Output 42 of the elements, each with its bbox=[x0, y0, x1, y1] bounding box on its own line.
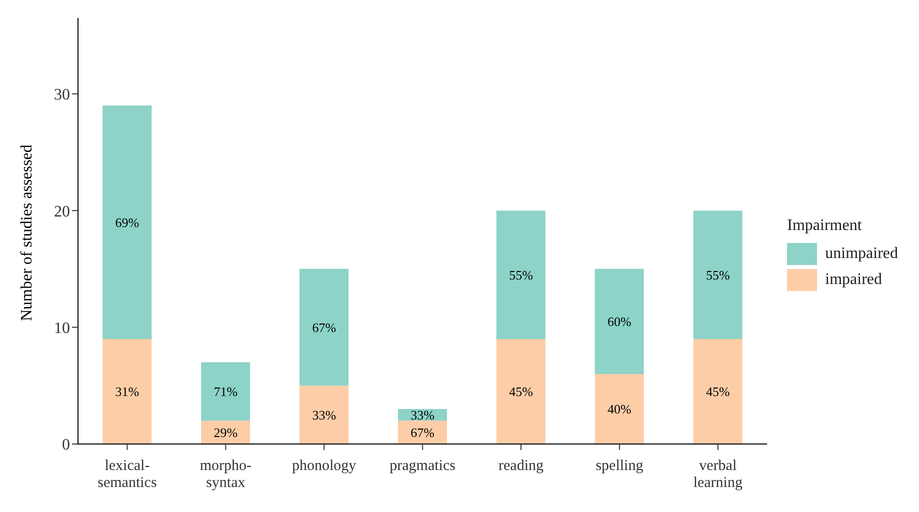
annotation: 67% bbox=[410, 424, 435, 440]
annotation: 40% bbox=[608, 402, 632, 417]
y-tick-label: 20 bbox=[54, 203, 70, 220]
legend-label: impaired bbox=[825, 271, 882, 289]
annotation: 67% bbox=[312, 320, 336, 335]
y-tick-label: 0 bbox=[62, 436, 70, 454]
x-tick-label: verbal learning bbox=[693, 458, 743, 491]
annotation: 60% bbox=[608, 314, 632, 330]
bar bbox=[693, 210, 742, 339]
x-tick-label: pragmatics bbox=[390, 458, 456, 474]
bar bbox=[102, 338, 152, 444]
annotation: 33% bbox=[312, 407, 336, 422]
bar bbox=[201, 420, 250, 444]
bar bbox=[693, 338, 742, 444]
annotation: 29% bbox=[214, 424, 238, 440]
annotation: 33% bbox=[410, 407, 435, 422]
x-tick-label: morpho-syntax bbox=[200, 458, 252, 491]
bar bbox=[300, 268, 349, 386]
legend-label: unimpaired bbox=[825, 245, 898, 263]
bar bbox=[496, 210, 546, 339]
annotation: 55% bbox=[509, 267, 534, 282]
bar bbox=[102, 106, 152, 339]
annotation: 45% bbox=[706, 384, 730, 400]
bar bbox=[496, 338, 546, 444]
x-tick-label: phonology bbox=[292, 458, 357, 474]
annotation: 71% bbox=[214, 384, 238, 400]
annotation: 31% bbox=[115, 384, 140, 400]
y-tick-label: 10 bbox=[54, 320, 70, 337]
legend-title: Impairment bbox=[787, 217, 863, 235]
x-tick-label: lexical-semantics bbox=[98, 458, 157, 491]
annotation: 69% bbox=[115, 214, 140, 230]
bar bbox=[594, 268, 644, 374]
bar bbox=[398, 420, 447, 444]
y-tick-label: 30 bbox=[54, 86, 70, 104]
bar bbox=[201, 362, 250, 421]
x-tick-label: reading bbox=[498, 458, 544, 474]
annotation: 45% bbox=[509, 384, 534, 400]
y-axis-title: Number of studies assessed bbox=[18, 144, 36, 321]
x-tick-label: spelling bbox=[596, 458, 644, 474]
bar bbox=[300, 386, 349, 444]
bar bbox=[594, 374, 644, 444]
annotation: 55% bbox=[706, 267, 730, 282]
